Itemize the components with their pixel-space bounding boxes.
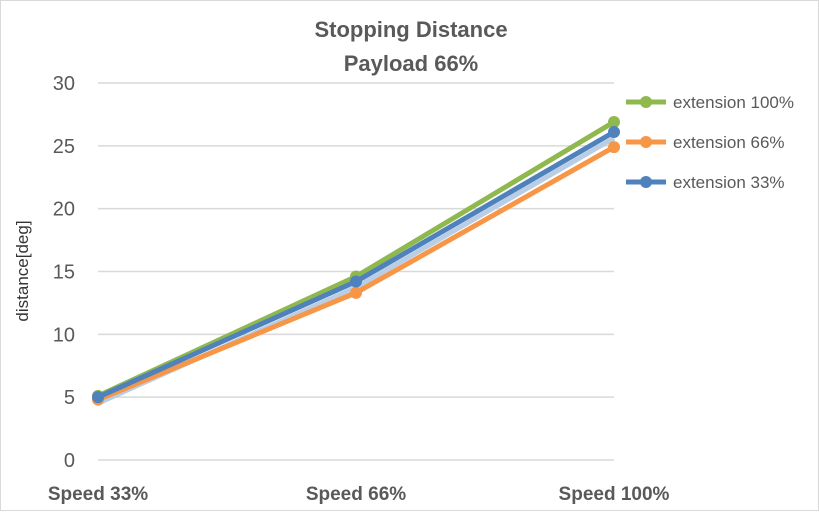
legend-label: extension 66%: [673, 133, 785, 152]
x-tick-label: Speed 66%: [306, 484, 406, 505]
data-point: [608, 115, 620, 128]
chart-subtitle: Payload 66%: [344, 51, 479, 76]
legend-label: extension 100%: [673, 93, 794, 112]
x-tick-label: Speed 100%: [559, 484, 670, 505]
y-axis-label: distance[deg]: [13, 220, 32, 321]
data-point: [608, 141, 620, 154]
y-tick-label: 20: [53, 199, 75, 221]
y-tick-label: 10: [53, 324, 75, 346]
series-line: [96, 119, 616, 399]
data-point: [608, 126, 620, 139]
data-point: [350, 286, 362, 299]
y-tick-label: 25: [53, 136, 75, 158]
legend-marker: [640, 136, 652, 148]
y-tick-label: 0: [64, 450, 75, 472]
chart-title: Stopping Distance: [314, 17, 507, 42]
y-tick-label: 30: [53, 73, 75, 95]
y-tick-label: 5: [64, 387, 75, 409]
x-tick-label: Speed 33%: [48, 484, 148, 505]
data-point: [92, 391, 104, 404]
legend-marker: [640, 176, 652, 188]
data-point: [350, 275, 362, 288]
legend-marker: [640, 96, 652, 108]
legend-label: extension 33%: [673, 173, 785, 192]
y-tick-label: 15: [53, 262, 75, 284]
